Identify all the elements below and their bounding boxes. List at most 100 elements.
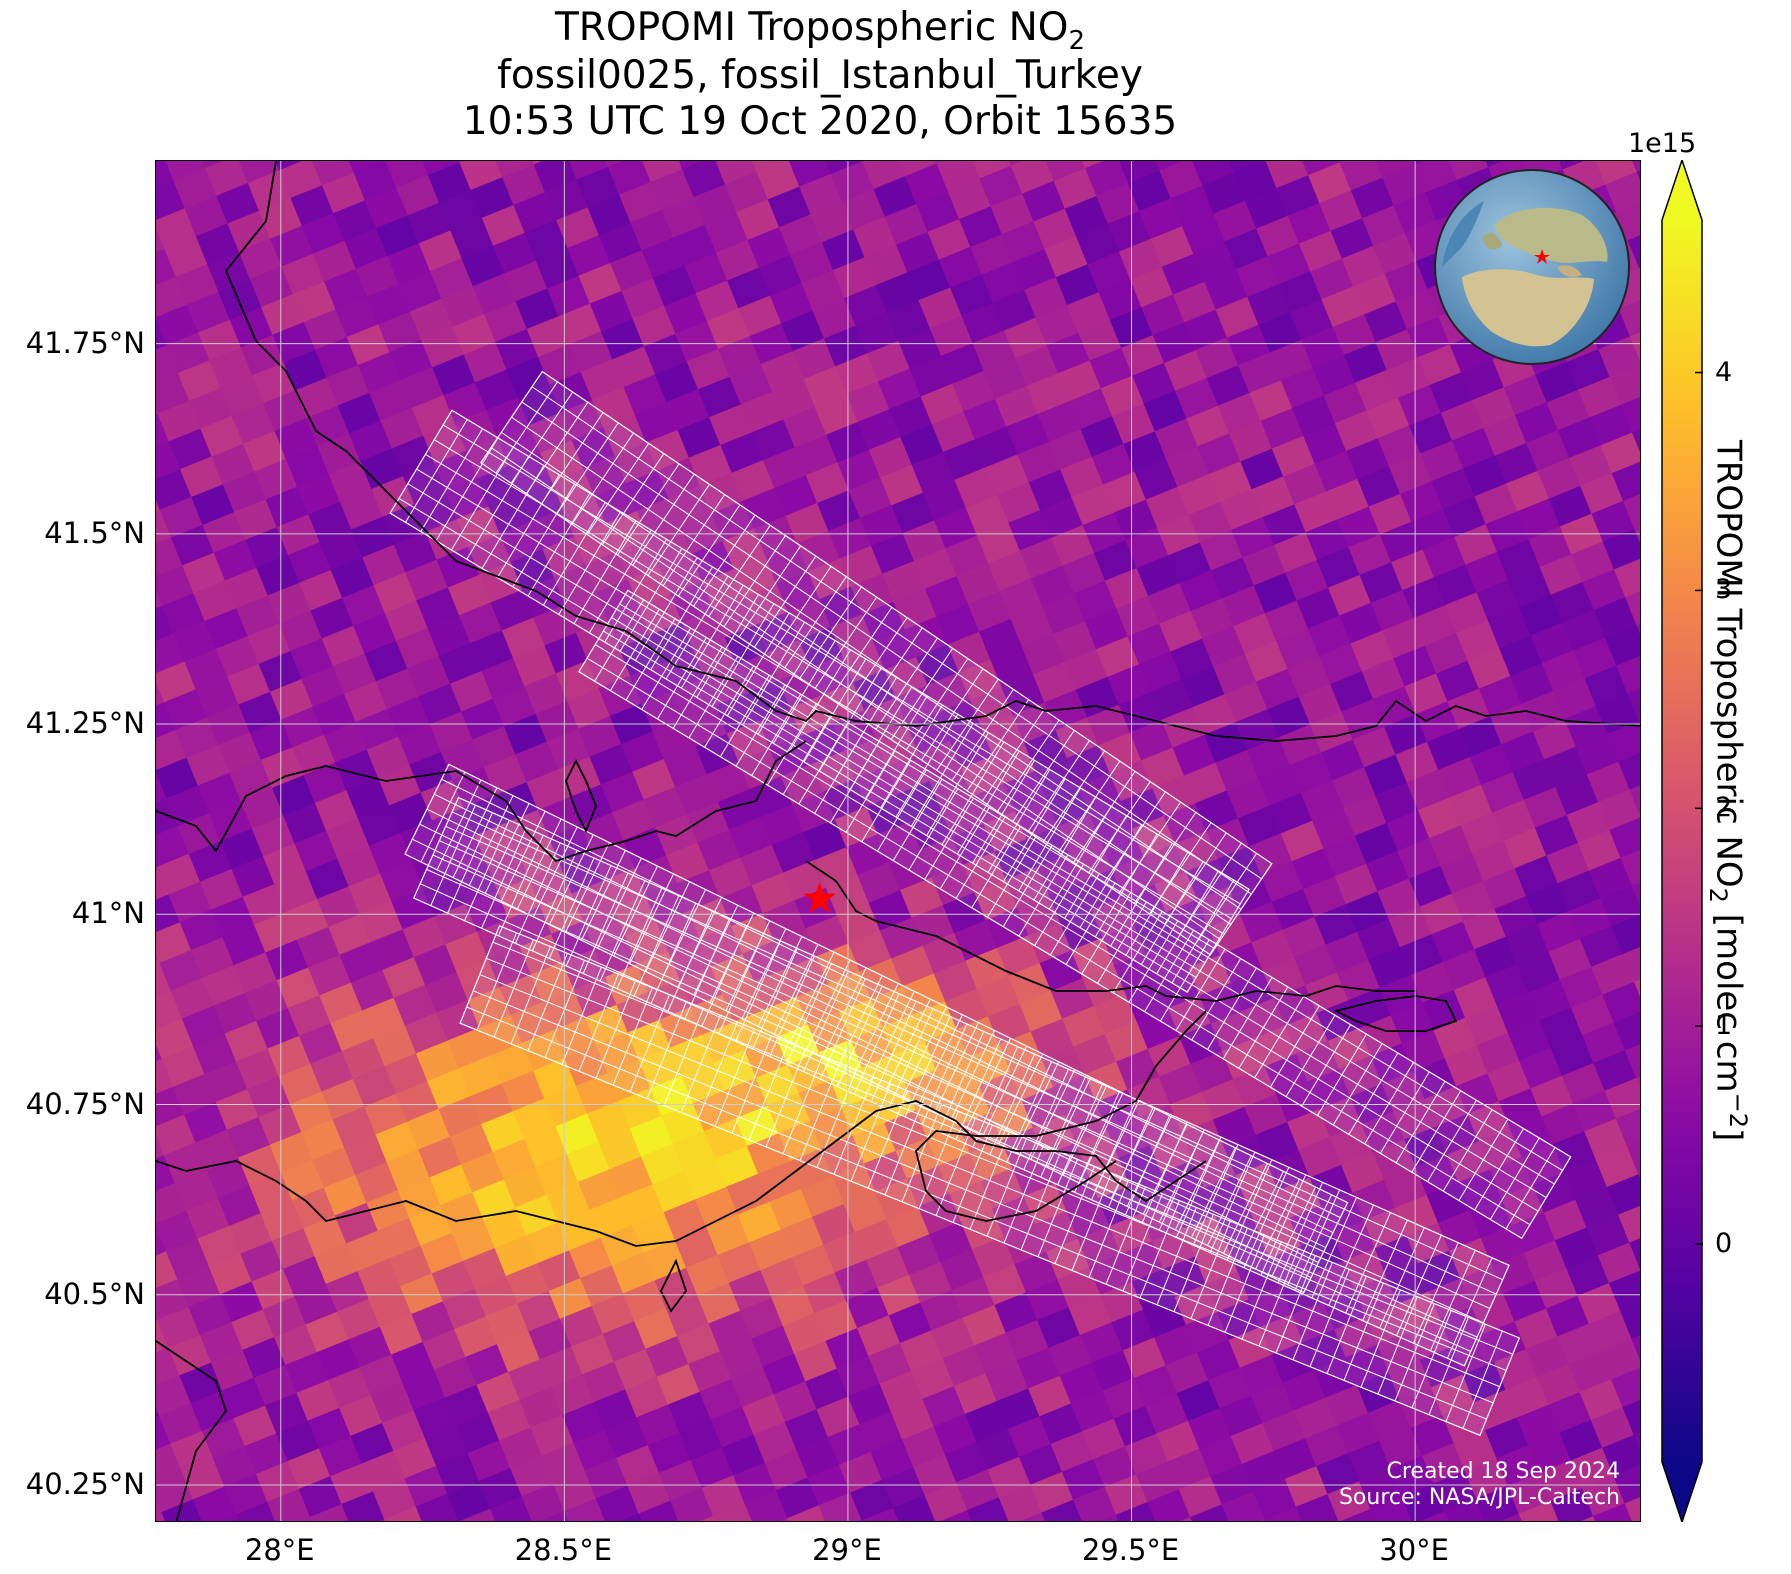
no2-pixel bbox=[544, 179, 589, 222]
no2-pixel bbox=[646, 429, 691, 472]
no2-pixel bbox=[1553, 677, 1598, 720]
no2-pixel bbox=[1591, 953, 1636, 996]
no2-pixel bbox=[1046, 1238, 1091, 1281]
no2-pixel bbox=[1566, 801, 1611, 844]
no2-pixel bbox=[447, 1027, 492, 1070]
no2-pixel bbox=[337, 392, 382, 435]
no2-pixel bbox=[1372, 1139, 1417, 1181]
no2-pixel bbox=[1271, 435, 1316, 478]
no2-pixel bbox=[533, 1057, 578, 1100]
no2-pixel bbox=[992, 289, 1037, 332]
no2-pixel bbox=[346, 777, 391, 820]
no2-pixel bbox=[156, 1086, 186, 1129]
no2-pixel bbox=[231, 1309, 276, 1351]
no2-pixel bbox=[326, 817, 371, 860]
no2-pixel bbox=[778, 667, 823, 710]
no2-pixel bbox=[952, 370, 997, 413]
no2-pixel bbox=[1210, 1463, 1255, 1506]
no2-pixel bbox=[742, 1393, 787, 1436]
no2-pixel bbox=[871, 532, 916, 575]
no2-pixel bbox=[1238, 352, 1283, 395]
no2-pixel bbox=[1562, 609, 1607, 652]
no2-pixel bbox=[332, 653, 377, 696]
no2-pixel bbox=[922, 1385, 967, 1428]
no2-pixel bbox=[533, 604, 578, 647]
no2-pixel bbox=[1249, 379, 1294, 422]
no2-pixel bbox=[1067, 291, 1112, 334]
no2-pixel bbox=[353, 612, 398, 655]
no2-pixel bbox=[156, 304, 200, 347]
no2-pixel bbox=[1158, 1063, 1203, 1106]
no2-pixel bbox=[297, 473, 342, 516]
no2-pixel bbox=[1150, 678, 1195, 721]
no2-pixel bbox=[226, 1116, 271, 1159]
no2-pixel bbox=[271, 1227, 316, 1270]
no2-pixel bbox=[621, 730, 666, 773]
no2-pixel bbox=[737, 1201, 782, 1244]
no2-pixel bbox=[1408, 865, 1453, 908]
colorbar-extend-min bbox=[1662, 1462, 1702, 1522]
no2-pixel bbox=[1494, 1348, 1539, 1391]
no2-pixel bbox=[1571, 541, 1616, 584]
no2-pixel bbox=[598, 1128, 643, 1171]
no2-pixel bbox=[192, 1486, 237, 1521]
no2-pixel bbox=[1440, 852, 1485, 895]
no2-pixel bbox=[1199, 529, 1244, 572]
no2-pixel bbox=[1289, 298, 1334, 341]
no2-pixel bbox=[1366, 397, 1411, 440]
no2-pixel bbox=[967, 1496, 1012, 1521]
no2-pixel bbox=[1100, 375, 1145, 418]
no2-pixel bbox=[227, 663, 272, 706]
no2-pixel bbox=[350, 969, 395, 1012]
no2-pixel bbox=[188, 1293, 233, 1336]
no2-pixel bbox=[927, 218, 972, 261]
no2-pixel bbox=[1181, 666, 1226, 709]
no2-pixel bbox=[1530, 1075, 1575, 1118]
no2-pixel bbox=[1071, 484, 1116, 527]
no2-pixel bbox=[632, 305, 677, 348]
no2-pixel bbox=[217, 1185, 262, 1227]
no2-pixel bbox=[1370, 1042, 1415, 1085]
no2-pixel bbox=[1321, 739, 1366, 782]
no2-pixel bbox=[1246, 1189, 1291, 1232]
no2-pixel bbox=[772, 378, 817, 421]
map-panel[interactable]: Created 18 Sep 2024 Source: NASA/JPL-Cal… bbox=[155, 160, 1641, 1522]
no2-pixel bbox=[1422, 1442, 1467, 1485]
no2-pixel bbox=[900, 423, 945, 466]
no2-pixel bbox=[663, 745, 708, 788]
no2-pixel bbox=[699, 1378, 744, 1421]
no2-pixel bbox=[1217, 392, 1262, 435]
no2-pixel bbox=[1260, 407, 1305, 450]
no2-pixel bbox=[814, 1299, 859, 1342]
no2-pixel bbox=[1505, 923, 1550, 966]
no2-pixel bbox=[204, 607, 249, 650]
no2-pixel bbox=[1328, 574, 1373, 617]
target-star-icon[interactable] bbox=[803, 882, 836, 913]
no2-pixel bbox=[1041, 1499, 1086, 1521]
no2-pixel bbox=[886, 1206, 931, 1248]
no2-pixel bbox=[1618, 748, 1640, 791]
no2-pixel bbox=[222, 471, 267, 514]
no2-pixel bbox=[180, 456, 225, 498]
no2-pixel bbox=[1512, 1212, 1557, 1254]
no2-pixel bbox=[1042, 161, 1087, 182]
no2-pixel bbox=[441, 285, 486, 328]
no2-pixel bbox=[364, 640, 409, 683]
no2-pixel bbox=[267, 1035, 312, 1078]
no2-pixel bbox=[290, 638, 335, 680]
no2-pixel bbox=[848, 1383, 893, 1426]
no2-pixel bbox=[1354, 822, 1399, 865]
no2-pixel bbox=[859, 504, 904, 547]
no2-pixel bbox=[1611, 913, 1640, 956]
no2-pixel bbox=[1496, 538, 1541, 581]
no2-pixel bbox=[242, 883, 287, 926]
no2-pixel bbox=[156, 661, 197, 704]
no2-pixel bbox=[819, 161, 864, 175]
no2-pixel bbox=[659, 553, 704, 596]
no2-pixel bbox=[330, 556, 375, 599]
no2-pixel bbox=[562, 1401, 607, 1444]
no2-pixel bbox=[987, 1456, 1032, 1499]
no2-pixel bbox=[229, 1212, 274, 1255]
no2-pixel bbox=[1008, 509, 1053, 552]
no2-pixel bbox=[1178, 1476, 1223, 1519]
